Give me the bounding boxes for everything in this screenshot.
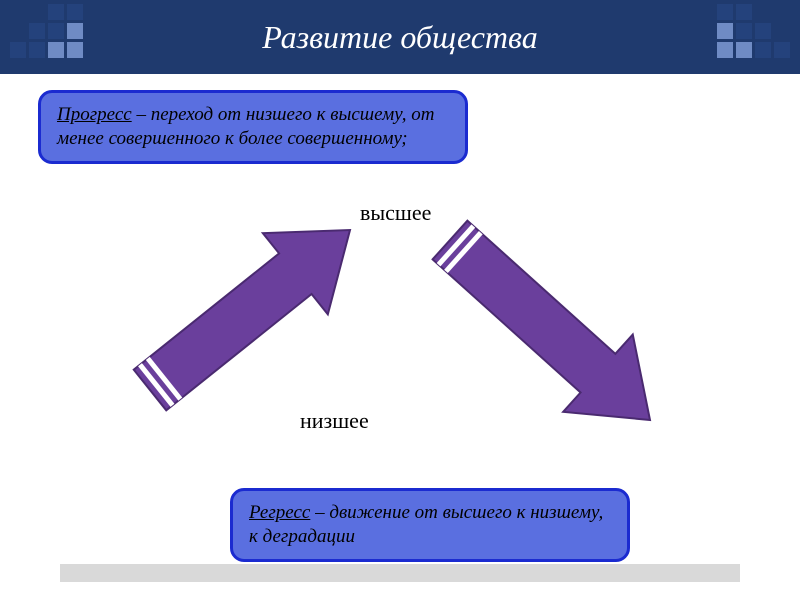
corner-decor-right	[717, 4, 790, 58]
corner-decor-left	[10, 4, 83, 58]
slide-title: Развитие общества	[262, 19, 537, 56]
slide: Развитие общества Прогресс – переход от …	[0, 0, 800, 600]
regress-definition-box: Регресс – движение от высшего к низшему,…	[230, 488, 630, 562]
slide-header: Развитие общества	[0, 0, 800, 74]
footer-bar	[60, 564, 740, 582]
progress-term: Прогресс	[57, 104, 132, 125]
arrow-up-icon	[120, 200, 380, 420]
progress-definition-box: Прогресс – переход от низшего к высшему,…	[38, 90, 468, 164]
arrow-down-icon	[420, 210, 680, 450]
regress-term: Регресс	[249, 502, 310, 523]
